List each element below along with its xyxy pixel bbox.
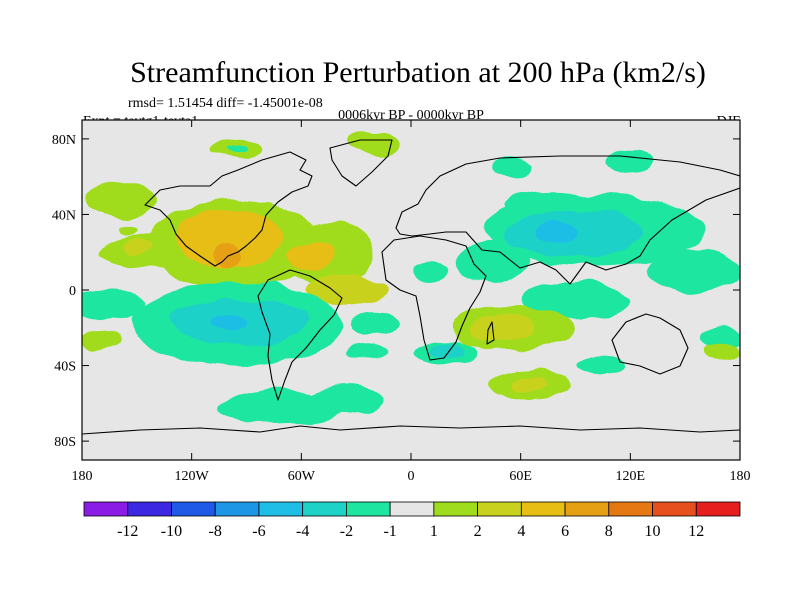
x-tick-label: 120W: [175, 469, 210, 484]
colorbar-swatch: [477, 501, 522, 517]
contour-region-11: [350, 131, 399, 155]
y-tick-label: 0: [69, 284, 76, 299]
period-label: 0006kyr BP - 0000kyr BP: [338, 108, 484, 123]
colorbar-swatch: [127, 501, 172, 517]
x-tick-label: 60E: [509, 469, 532, 484]
contour-region-19: [535, 222, 580, 245]
contour-region-31: [520, 282, 631, 321]
x-tick-label: 180: [730, 469, 751, 484]
colorbar-swatch: [652, 501, 697, 517]
colorbar-label: 2: [474, 523, 482, 540]
colorbar-label: 1: [430, 523, 438, 540]
x-tick-label: 180: [72, 469, 93, 484]
coast-greenland: [329, 139, 393, 187]
x-tick-label: 60W: [288, 469, 316, 484]
coast-australia: [611, 313, 689, 375]
contour-region-28: [343, 344, 388, 360]
coast-north-america: [144, 151, 313, 267]
colorbar-label: -1: [383, 523, 396, 540]
contour-region-16: [648, 248, 740, 294]
colorbar-swatch: [345, 501, 391, 517]
contour-region-34: [82, 331, 123, 351]
contour-fields: [82, 131, 740, 425]
contour-region-35: [703, 341, 740, 360]
x-tick-label: 0: [408, 469, 415, 484]
contour-region-39: [511, 376, 549, 393]
contour-region-0: [85, 180, 159, 219]
y-tick-label: 80S: [54, 435, 76, 450]
contour-region-30: [429, 341, 466, 360]
contour-region-17: [456, 242, 530, 281]
colorbar-label: 12: [688, 523, 704, 540]
contour-region-27: [310, 384, 384, 415]
contour-region-6: [288, 240, 333, 272]
colorbar-swatch: [389, 501, 435, 517]
colorbar-label: -12: [117, 523, 138, 540]
x-axis: 180 120W 60W 0 60E 120E 180: [72, 120, 751, 484]
colorbar-label: 8: [605, 523, 613, 540]
contour-region-10: [228, 144, 247, 153]
map-panel: 180 120W 60W 0 60E 120E 180 80N 40N 0 40S 80S: [52, 119, 751, 484]
contour-region-32: [577, 356, 629, 375]
contour-region-21: [82, 290, 146, 321]
colorbar-swatch: [302, 501, 347, 517]
colorbar-label: -6: [252, 523, 265, 540]
colorbar-swatch: [171, 501, 216, 517]
y-tick-label: 40N: [52, 208, 76, 223]
coast-south-america: [257, 269, 343, 401]
stats-label: rmsd= 1.51454 diff= -1.45001e-08: [128, 96, 323, 111]
colorbar-swatch: [564, 501, 610, 517]
colorbar-swatch: [258, 501, 304, 517]
contour-region-33: [699, 327, 740, 347]
coast-madagascar: [486, 321, 495, 345]
colorbar-label: -4: [296, 523, 309, 540]
contour-region-13: [604, 150, 656, 173]
colorbar-swatch: [520, 501, 566, 517]
colorbar-swatch: [608, 501, 653, 517]
colorbar-label: -10: [161, 523, 182, 540]
chart-title: Streamfunction Perturbation at 200 hPa (…: [130, 56, 706, 89]
coast-antarctica: [82, 425, 740, 435]
colorbar-swatch: [214, 501, 260, 517]
y-axis: 80N 40N 0 40S 80S: [52, 133, 740, 450]
contour-region-8: [306, 274, 388, 306]
contour-region-25: [348, 312, 401, 336]
contour-region-2: [120, 240, 154, 256]
colorbar-label: -8: [209, 523, 222, 540]
x-tick-label: 120E: [616, 469, 646, 484]
contour-region-20: [411, 261, 448, 281]
colorbar-swatch: [695, 501, 741, 517]
colorbar-swatch: [433, 501, 479, 517]
contour-region-12: [491, 157, 532, 177]
y-tick-label: 40S: [54, 360, 76, 375]
coast-eurasia: [395, 155, 740, 285]
coastlines: [82, 139, 740, 435]
colorbar-label: 6: [561, 523, 569, 540]
coast-africa: [381, 235, 487, 361]
colorbar-label: 4: [517, 523, 525, 540]
colorbar-label: 10: [645, 523, 661, 540]
colorbar: -12 -10 -8 -6 -4 -2 -1 1 2 4 6 8 10 12: [83, 501, 741, 540]
colorbar-swatch: [83, 501, 129, 517]
y-tick-label: 80N: [52, 133, 76, 148]
contour-region-40: [116, 223, 139, 236]
contour-region-24: [209, 314, 247, 330]
contour-region-37: [469, 314, 536, 341]
contour-region-5: [173, 206, 284, 268]
colorbar-label: -2: [340, 523, 353, 540]
